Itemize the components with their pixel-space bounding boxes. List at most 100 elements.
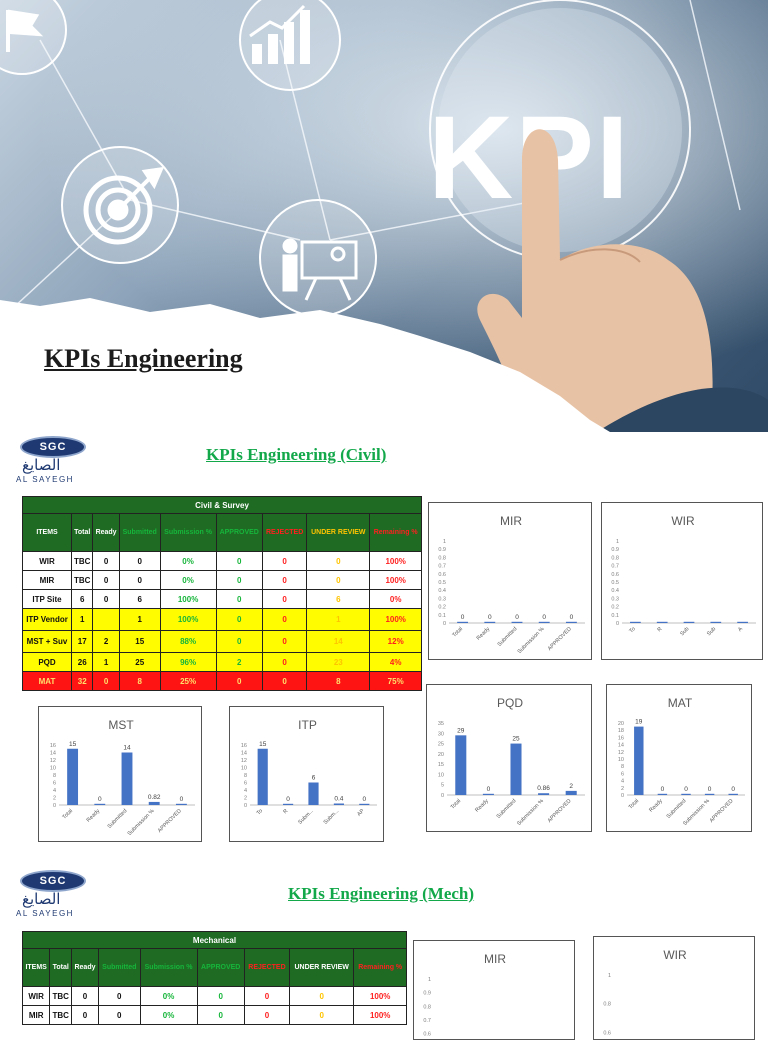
- y-tick-label: 4: [53, 788, 56, 794]
- chart-title: WIR: [671, 514, 695, 528]
- chart-civil-mst: MST 0 2 4 6 8 10 12 14 16 15 0 14 0.82 0 Total Ready Subm…: [38, 706, 202, 842]
- table-cell: 0: [71, 986, 99, 1006]
- table-cell: 0: [196, 1005, 245, 1025]
- company-logo: SGC الصايغ AL SAYEGH: [14, 436, 86, 486]
- chart-title: MAT: [668, 696, 693, 710]
- column-header: APPROVED: [215, 513, 263, 552]
- y-tick-label: 0.4: [438, 588, 446, 594]
- bar: [94, 803, 106, 805]
- x-tick-label: APPROVED: [547, 626, 573, 652]
- x-tick-label: Submission %: [517, 626, 546, 655]
- y-tick-label: 25: [438, 742, 444, 748]
- column-header: Total: [71, 513, 94, 552]
- bar: [511, 621, 523, 623]
- y-tick-label: 4: [621, 779, 624, 785]
- y-tick-label: 0.6: [423, 1032, 431, 1038]
- data-label: 0.4: [334, 796, 343, 803]
- table-caption: Mechanical: [22, 931, 407, 949]
- x-tick-label: A: [737, 626, 744, 633]
- y-tick-label: 10: [241, 766, 247, 772]
- table-cell: 0: [243, 986, 291, 1006]
- bar: [510, 743, 522, 795]
- chart-mech-mir: MIR 0.6 0.7 0.8 0.9 1: [413, 940, 575, 1040]
- y-tick-label: 0: [443, 621, 446, 627]
- table-cell: 1: [71, 608, 94, 631]
- data-label: 19: [635, 719, 643, 726]
- table-cell: 25: [118, 652, 161, 672]
- x-tick-label: R: [657, 626, 664, 633]
- table-cell: 0%: [159, 551, 217, 571]
- civil-section-title: KPIs Engineering (Civil): [206, 445, 387, 464]
- x-tick-label: Submitted: [496, 798, 518, 820]
- y-tick-label: 15: [438, 762, 444, 768]
- table-cell: 12%: [369, 630, 422, 653]
- table-cell: MST + Suv: [21, 630, 73, 653]
- table-cell: 6: [306, 589, 371, 609]
- table-cell: 0: [306, 570, 371, 590]
- bar: [359, 803, 370, 805]
- x-tick-label: To: [628, 626, 636, 634]
- civil-kpi-table: Civil & Survey ITEMS Total Ready Submitted S…: [21, 496, 422, 691]
- table-cell: TBC: [49, 986, 73, 1006]
- y-tick-label: 0.2: [611, 605, 619, 611]
- table-cell: TBC: [71, 570, 94, 590]
- y-tick-label: 0.8: [611, 555, 619, 561]
- table-cell: 32: [71, 671, 94, 691]
- pointing-hand: [477, 129, 768, 432]
- table-cell: 100%: [369, 608, 422, 631]
- table-cell: 75%: [369, 671, 422, 691]
- data-label: 0: [661, 786, 665, 793]
- table-cell: 6: [71, 589, 94, 609]
- table-cell: 0%: [159, 570, 217, 590]
- table-cell: 100%: [159, 589, 217, 609]
- table-row: ITP Vendor 1 1 100% 0 0 1 100%: [21, 608, 422, 631]
- table-cell: PQD: [21, 652, 73, 672]
- data-label: 0.82: [148, 794, 161, 801]
- y-tick-label: 8: [244, 773, 247, 779]
- logo-mark: SGC: [39, 875, 67, 887]
- y-tick-label: 0.7: [438, 564, 446, 570]
- bar: [710, 621, 722, 623]
- x-tick-label: Total: [628, 798, 640, 810]
- table-cell: 8: [118, 671, 161, 691]
- table-cell: 0%: [369, 589, 422, 609]
- logo-english: AL SAYEGH: [16, 475, 74, 484]
- y-tick-label: 0: [441, 793, 444, 799]
- y-tick-label: 4: [244, 788, 247, 794]
- table-cell: WIR: [21, 986, 51, 1006]
- table-cell: 100%: [353, 986, 407, 1006]
- x-tick-label: Subm...: [323, 808, 341, 826]
- table-cell: 26: [71, 652, 94, 672]
- y-tick-label: 1: [428, 977, 431, 983]
- y-tick-label: 30: [438, 731, 444, 737]
- column-header: ITEMS: [21, 513, 73, 552]
- y-tick-label: 2: [53, 796, 56, 802]
- bar: [457, 621, 469, 623]
- y-tick-label: 6: [53, 781, 56, 787]
- x-tick-label: Ready: [474, 798, 490, 814]
- table-cell: 0: [243, 1005, 291, 1025]
- column-header: REJECTED: [243, 948, 291, 987]
- table-cell: 0: [261, 570, 308, 590]
- table-cell: 96%: [159, 652, 217, 672]
- chart-title: MST: [108, 718, 134, 732]
- chart-title: ITP: [298, 718, 317, 732]
- bar: [565, 621, 577, 623]
- bar-growth-icon: [249, 4, 310, 64]
- x-tick-label: Submitted: [497, 626, 519, 648]
- table-cell: 0: [196, 986, 245, 1006]
- table-cell: 2: [92, 630, 120, 653]
- chart-civil-itp: ITP 0 2 4 6 8 10 12 14 16 15 0 6 0.4 0 To R Subm... Subm..…: [229, 706, 384, 842]
- data-label: 14: [123, 745, 131, 752]
- bar: [67, 748, 79, 805]
- y-tick-label: 0.2: [438, 605, 446, 611]
- x-tick-label: Ready: [648, 798, 664, 814]
- x-tick-label: Total: [452, 626, 464, 638]
- table-cell: 100%: [159, 608, 217, 631]
- table-cell: 0: [261, 589, 308, 609]
- table-cell: 0%: [139, 986, 198, 1006]
- table-cell: 0: [261, 652, 308, 672]
- y-tick-label: 12: [50, 758, 56, 764]
- y-tick-label: 16: [50, 743, 56, 749]
- table-cell: 0: [306, 551, 371, 571]
